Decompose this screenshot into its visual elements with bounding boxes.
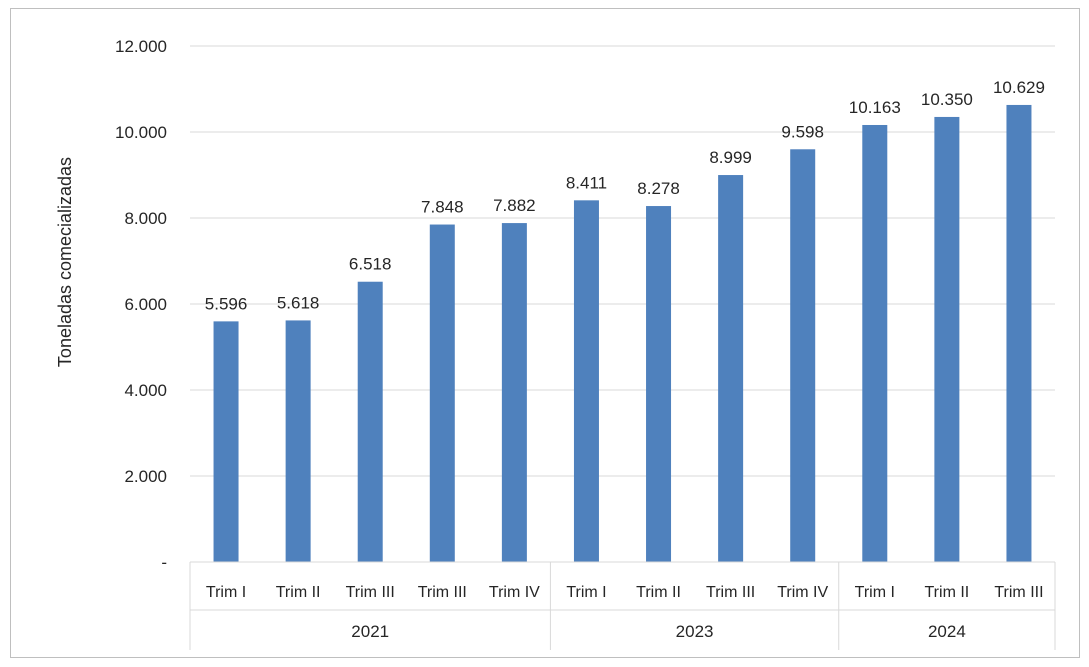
- bar: [501, 223, 527, 562]
- y-tick-label: -: [161, 553, 167, 572]
- x-tick-label: Trim III: [418, 584, 467, 601]
- bar: [357, 281, 383, 562]
- x-tick-label: Trim III: [706, 584, 755, 601]
- y-tick-label: 4.000: [124, 381, 167, 400]
- x-tick-label: Trim II: [636, 584, 681, 601]
- data-label: 8.999: [709, 148, 752, 167]
- y-tick-label: 2.000: [124, 467, 167, 486]
- data-label: 10.350: [921, 90, 973, 109]
- data-label: 8.411: [566, 173, 607, 192]
- y-tick-label: 12.000: [115, 37, 167, 56]
- data-label: 10.629: [993, 78, 1045, 97]
- y-axis-title: Toneladas comecializadas: [55, 157, 75, 367]
- x-tick-label: Trim III: [994, 584, 1043, 601]
- x-tick-label: Trim II: [925, 584, 970, 601]
- y-tick-label: 6.000: [124, 295, 167, 314]
- x-tick-label: Trim IV: [777, 584, 828, 601]
- y-tick-label: 8.000: [124, 209, 167, 228]
- bar: [790, 149, 816, 562]
- data-label: 6.518: [349, 255, 392, 274]
- x-tick-label: Trim II: [276, 584, 321, 601]
- bar: [718, 175, 744, 562]
- data-label: 5.596: [205, 294, 248, 313]
- bar: [285, 320, 311, 562]
- bar: [646, 206, 672, 562]
- data-label: 9.598: [781, 122, 824, 141]
- x-axis: Trim I Trim II Trim III Trim III Trim IV Trim…: [189, 561, 1056, 650]
- bars: [213, 104, 1032, 562]
- x-tick-label: Trim III: [346, 584, 395, 601]
- x-group-label: 2021: [351, 622, 389, 641]
- gridlines: [190, 45, 1055, 477]
- x-tick-label: Trim IV: [489, 584, 540, 601]
- y-axis-ticks: - 2.000 4.000 6.000 8.000 10.000 12.000: [115, 37, 167, 572]
- bar: [862, 124, 888, 562]
- data-labels: 5.596 5.618 6.518 7.848 7.882 8.411 8.278 8.999…: [205, 78, 1045, 313]
- x-tick-label: Trim I: [566, 584, 606, 601]
- bar: [934, 116, 960, 562]
- data-label: 10.163: [849, 98, 901, 117]
- bar: [1006, 104, 1032, 562]
- x-group-label: 2024: [928, 622, 966, 641]
- data-label: 7.848: [421, 198, 464, 217]
- data-label: 5.618: [277, 293, 320, 312]
- y-tick-label: 10.000: [115, 123, 167, 142]
- chart-frame: [10, 8, 1080, 658]
- x-tick-label: Trim I: [206, 584, 246, 601]
- bar: [573, 200, 599, 562]
- x-tick-label: Trim I: [855, 584, 895, 601]
- x-group-label: 2023: [676, 622, 714, 641]
- data-label: 7.882: [493, 196, 536, 215]
- bar: [213, 321, 239, 562]
- data-label: 8.278: [637, 179, 680, 198]
- bar: [429, 224, 455, 562]
